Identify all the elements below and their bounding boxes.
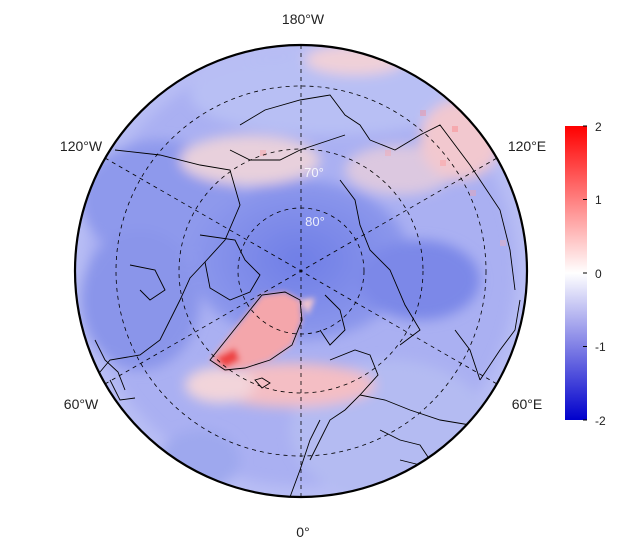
coastlines bbox=[94, 94, 521, 497]
longitude-label-upper-right: 120°E bbox=[508, 138, 546, 154]
longitude-label-top: 180°W bbox=[282, 11, 325, 27]
longitude-label-lower-left: 60°W bbox=[64, 396, 99, 412]
map-border bbox=[73, 43, 529, 499]
longitude-label-bottom: 0° bbox=[296, 524, 309, 540]
longitude-label-lower-right: 60°E bbox=[512, 396, 543, 412]
colorbar-tick-label: 2 bbox=[595, 120, 602, 134]
latitude-label-70: 70° bbox=[304, 165, 324, 180]
latitude-label-80: 80° bbox=[305, 214, 325, 229]
longitude-label-upper-left: 120°W bbox=[60, 138, 103, 154]
colorbar: 2 1 0 -1 -2 bbox=[565, 120, 606, 428]
colorbar-tick-label: 0 bbox=[595, 267, 602, 281]
colorbar-tick-label: 1 bbox=[595, 193, 602, 207]
colorbar-tick-label: -1 bbox=[595, 340, 606, 354]
graticule bbox=[104, 45, 498, 497]
colorbar-gradient bbox=[565, 126, 587, 420]
colorbar-tick-label: -2 bbox=[595, 414, 606, 428]
